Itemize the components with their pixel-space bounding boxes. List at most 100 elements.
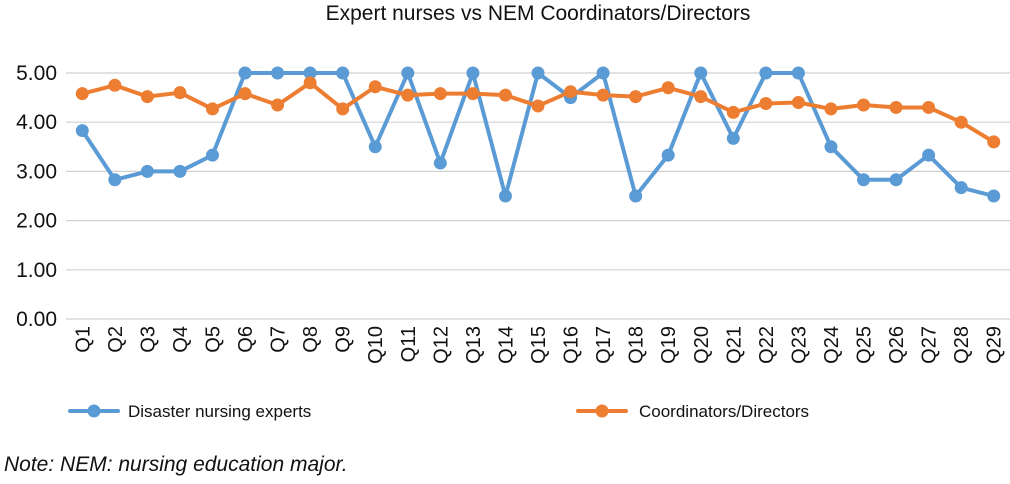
data-point	[271, 66, 285, 80]
x-tick-label: Q2	[105, 326, 127, 353]
data-point	[629, 90, 643, 104]
data-point	[694, 90, 708, 104]
data-point	[271, 98, 285, 112]
data-point	[466, 87, 480, 101]
y-tick-label: 3.00	[16, 160, 57, 183]
data-point	[726, 131, 740, 145]
data-point	[629, 189, 643, 203]
data-point	[498, 189, 512, 203]
data-point	[140, 90, 154, 104]
y-tick-label: 2.00	[16, 210, 57, 233]
y-axis: 0.00 1.00 2.00 3.00 4.00 5.00	[16, 62, 57, 331]
x-tick-label: Q8	[300, 326, 322, 353]
data-point	[987, 135, 1001, 149]
data-point	[596, 66, 610, 80]
data-point	[791, 96, 805, 110]
legend-item-1: Disaster nursing experts	[68, 402, 311, 421]
data-point	[368, 80, 382, 94]
x-tick-label: Q18	[626, 326, 648, 364]
data-point	[954, 181, 968, 195]
data-point	[531, 99, 545, 113]
data-point	[824, 140, 838, 154]
data-point	[759, 66, 773, 80]
data-point	[303, 76, 317, 90]
data-point	[824, 102, 838, 116]
data-point	[466, 66, 480, 80]
data-point	[336, 66, 350, 80]
data-point	[694, 66, 708, 80]
data-point	[303, 66, 317, 80]
series-line	[80, 71, 996, 198]
data-point	[889, 173, 903, 187]
x-tick-label: Q5	[202, 326, 224, 353]
data-point	[564, 85, 578, 99]
data-point	[75, 87, 89, 101]
data-point	[857, 98, 871, 112]
x-tick-label: Q4	[170, 326, 192, 353]
data-point	[205, 148, 219, 162]
data-point	[791, 66, 805, 80]
data-point	[336, 102, 350, 116]
x-tick-label: Q6	[235, 326, 257, 353]
data-point	[173, 86, 187, 100]
series-1	[75, 66, 1001, 203]
data-point	[922, 100, 936, 114]
data-point	[987, 189, 1001, 203]
data-point	[661, 81, 675, 95]
data-point	[173, 164, 187, 178]
data-point	[661, 148, 675, 162]
data-point	[889, 100, 903, 114]
x-tick-label: Q25	[854, 326, 876, 364]
x-tick-label: Q19	[658, 326, 680, 364]
x-tick-label: Q1	[72, 326, 94, 353]
x-tick-label: Q11	[398, 326, 420, 362]
data-point	[922, 148, 936, 162]
data-point	[498, 88, 512, 102]
y-tick-label: 0.00	[16, 308, 57, 331]
data-point	[401, 66, 415, 80]
series-layer	[75, 66, 1001, 203]
data-point	[108, 78, 122, 92]
x-tick-label: Q26	[886, 326, 908, 364]
data-point	[433, 156, 447, 170]
legend: Disaster nursing experts Coordinators/Dir…	[68, 402, 809, 421]
x-tick-label: Q20	[691, 326, 713, 364]
chart-title: Expert nurses vs NEM Coordinators/Direct…	[326, 2, 751, 25]
data-point	[531, 66, 545, 80]
x-tick-label: Q15	[528, 326, 550, 364]
legend-marker	[595, 404, 609, 418]
legend-item-2: Coordinators/Directors	[576, 402, 809, 421]
data-point	[401, 88, 415, 102]
x-tick-label: Q21	[723, 326, 745, 364]
y-tick-label: 5.00	[16, 62, 57, 85]
series-2	[75, 76, 1001, 149]
data-point	[140, 164, 154, 178]
x-axis: Q1 Q2 Q3 Q4 Q5 Q6 Q7 Q8 Q9 Q10 Q11 Q12 Q13 Q14 Q15 Q16 Q…	[72, 326, 1005, 364]
x-tick-label: Q9	[333, 326, 355, 353]
data-point	[596, 88, 610, 102]
data-point	[954, 115, 968, 129]
x-tick-label: Q3	[137, 326, 159, 353]
y-tick-label: 4.00	[16, 111, 57, 134]
data-point	[75, 124, 89, 138]
legend-label: Coordinators/Directors	[639, 402, 809, 421]
x-tick-label: Q24	[821, 326, 843, 364]
x-tick-label: Q22	[756, 326, 778, 364]
data-point	[238, 87, 252, 101]
data-point	[108, 173, 122, 187]
data-point	[726, 105, 740, 119]
data-point	[205, 102, 219, 116]
data-point	[759, 97, 773, 111]
x-tick-label: Q17	[593, 326, 615, 364]
data-point	[433, 87, 447, 101]
x-tick-label: Q10	[365, 326, 387, 364]
data-point	[857, 173, 871, 187]
x-tick-label: Q14	[495, 326, 517, 364]
legend-label: Disaster nursing experts	[128, 402, 311, 421]
data-point	[368, 140, 382, 154]
data-point	[238, 66, 252, 80]
x-tick-label: Q7	[268, 326, 290, 353]
x-tick-label: Q27	[919, 326, 941, 364]
x-tick-label: Q16	[561, 326, 583, 364]
